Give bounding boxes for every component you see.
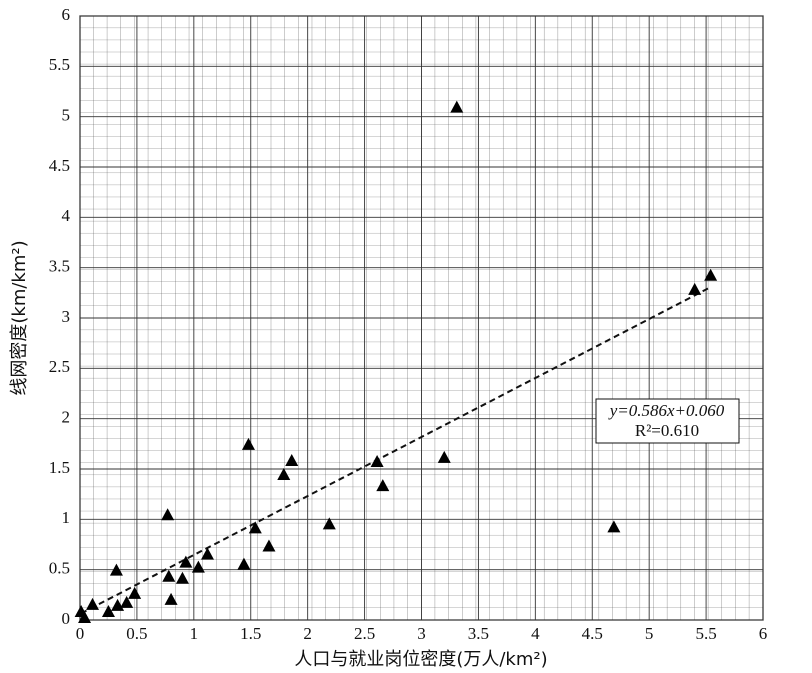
data-point [241, 437, 255, 450]
x-tick-label: 4.5 [582, 624, 603, 643]
x-tick-label: 4 [531, 624, 540, 643]
y-tick-label: 0 [62, 609, 71, 628]
data-point [179, 555, 193, 568]
data-point [237, 557, 251, 570]
data-point [285, 453, 299, 466]
x-tick-label: 0 [76, 624, 85, 643]
x-tick-label: 5.5 [695, 624, 716, 643]
data-point [450, 100, 464, 113]
r-squared: R²=0.610 [635, 421, 699, 440]
x-axis-title: 人口与就业岗位密度(万人/km²) [294, 649, 547, 670]
x-tick-label: 3.5 [468, 624, 489, 643]
y-tick-label: 1 [62, 508, 71, 527]
x-tick-label: 1 [190, 624, 199, 643]
y-tick-label: 3.5 [49, 257, 70, 276]
x-tick-label: 3 [417, 624, 426, 643]
data-point [437, 450, 451, 463]
data-point [120, 595, 134, 608]
equation: y=0.586x+0.060 [608, 401, 725, 420]
y-tick-label: 1.5 [49, 458, 70, 477]
x-tick-label: 2 [303, 624, 312, 643]
x-tick-label: 6 [759, 624, 768, 643]
y-tick-label: 0.5 [49, 559, 70, 578]
data-point [109, 563, 123, 576]
equation-box [595, 398, 740, 444]
y-tick-label: 6 [62, 5, 71, 24]
data-point [161, 508, 175, 521]
data-point [277, 468, 291, 481]
data-point [688, 282, 702, 295]
data-point [248, 521, 262, 534]
data-point [191, 560, 205, 573]
y-tick-label: 3 [62, 307, 71, 326]
data-point [607, 520, 621, 533]
data-point [200, 547, 214, 560]
y-tick-label: 5 [62, 106, 71, 125]
y-axis-title: 线网密度(km/km²) [9, 240, 30, 395]
data-point [376, 479, 390, 492]
x-tick-label: 1.5 [240, 624, 261, 643]
data-point [101, 604, 115, 617]
data-point [78, 610, 92, 623]
data-point [704, 268, 718, 281]
y-tick-label: 5.5 [49, 55, 70, 74]
data-point [111, 598, 125, 611]
y-tick-label: 2.5 [49, 357, 70, 376]
x-tick-label: 5 [645, 624, 654, 643]
x-tick-label: 2.5 [354, 624, 375, 643]
x-tick-label: 0.5 [126, 624, 147, 643]
y-tick-label: 2 [62, 408, 71, 427]
data-point [164, 592, 178, 605]
y-tick-label: 4.5 [49, 156, 70, 175]
data-point [370, 454, 384, 467]
data-point [262, 539, 276, 552]
data-point [162, 569, 176, 582]
data-point [175, 571, 189, 584]
y-tick-label: 4 [62, 206, 71, 225]
data-point [128, 586, 142, 599]
trendline [80, 286, 712, 615]
data-point [86, 597, 100, 610]
data-point [322, 517, 336, 530]
